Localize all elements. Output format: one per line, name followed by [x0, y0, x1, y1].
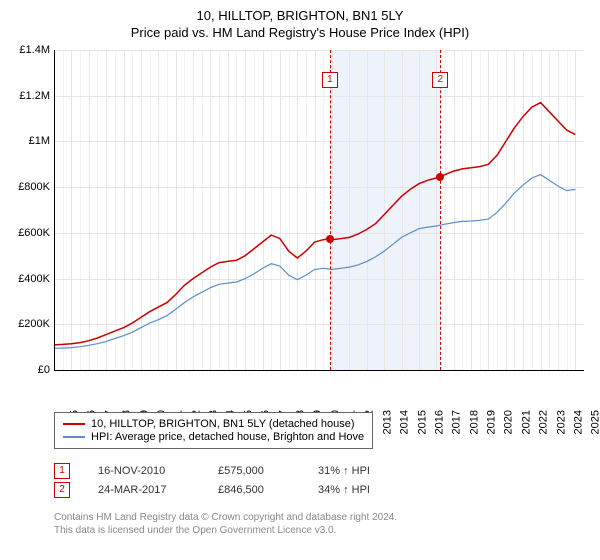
transaction-price: £575,000	[218, 465, 290, 477]
y-tick-label: £1.4M	[6, 44, 50, 56]
footer-line-2: This data is licensed under the Open Gov…	[54, 525, 397, 538]
x-tick-label: 2014	[399, 410, 411, 434]
legend-item: 10, HILLTOP, BRIGHTON, BN1 5LY (detached…	[63, 418, 364, 430]
transaction-vline	[330, 50, 331, 370]
footer-attribution: Contains HM Land Registry data © Crown c…	[54, 512, 397, 537]
chart-plot-area: 12	[54, 50, 584, 370]
transaction-row-marker: 2	[54, 482, 70, 498]
x-tick-label: 2020	[503, 410, 515, 434]
transaction-row-marker: 1	[54, 463, 70, 479]
transaction-marker-label: 1	[322, 72, 338, 88]
x-tick-label: 2016	[433, 410, 445, 434]
chart-container: 10, HILLTOP, BRIGHTON, BN1 5LY Price pai…	[0, 0, 600, 560]
x-tick-label: 2024	[572, 410, 584, 434]
x-tick-label: 2015	[416, 410, 428, 434]
chart-subtitle: Price paid vs. HM Land Registry's House …	[0, 25, 600, 40]
y-axis-line	[54, 50, 55, 370]
chart-title: 10, HILLTOP, BRIGHTON, BN1 5LY	[0, 8, 600, 23]
legend: 10, HILLTOP, BRIGHTON, BN1 5LY (detached…	[54, 412, 373, 449]
y-tick-label: £600K	[6, 227, 50, 239]
legend-label: 10, HILLTOP, BRIGHTON, BN1 5LY (detached…	[91, 418, 355, 430]
x-tick-label: 2021	[520, 410, 532, 434]
y-tick-label: £1.2M	[6, 90, 50, 102]
transaction-date: 16-NOV-2010	[98, 465, 190, 477]
transaction-price: £846,500	[218, 484, 290, 496]
gridline-horizontal	[54, 370, 584, 371]
transaction-vs-hpi: 31% ↑ HPI	[318, 465, 408, 477]
transaction-vline	[440, 50, 441, 370]
x-tick-label: 2017	[451, 410, 463, 434]
y-tick-label: £200K	[6, 318, 50, 330]
transaction-vs-hpi: 34% ↑ HPI	[318, 484, 408, 496]
transaction-marker-label: 2	[432, 72, 448, 88]
legend-swatch	[63, 436, 85, 438]
transaction-date: 24-MAR-2017	[98, 484, 190, 496]
title-block: 10, HILLTOP, BRIGHTON, BN1 5LY Price pai…	[0, 0, 600, 40]
transaction-marker-dot	[326, 235, 334, 243]
x-tick-label: 2013	[381, 410, 393, 434]
x-tick-label: 2018	[468, 410, 480, 434]
transaction-table: 1 16-NOV-2010 £575,000 31% ↑ HPI 2 24-MAR-201…	[54, 460, 408, 501]
line-series-svg	[54, 50, 584, 370]
x-tick-label: 2025	[590, 410, 600, 434]
x-tick-label: 2023	[555, 410, 567, 434]
transaction-row: 2 24-MAR-2017 £846,500 34% ↑ HPI	[54, 482, 408, 498]
legend-label: HPI: Average price, detached house, Brig…	[91, 431, 364, 443]
y-tick-label: £400K	[6, 273, 50, 285]
y-tick-label: £0	[6, 364, 50, 376]
transaction-row: 1 16-NOV-2010 £575,000 31% ↑ HPI	[54, 463, 408, 479]
x-tick-label: 2019	[486, 410, 498, 434]
series-price_paid	[54, 103, 575, 345]
y-tick-label: £800K	[6, 181, 50, 193]
y-tick-label: £1M	[6, 135, 50, 147]
transaction-marker-dot	[436, 173, 444, 181]
legend-item: HPI: Average price, detached house, Brig…	[63, 431, 364, 443]
x-tick-label: 2022	[538, 410, 550, 434]
legend-swatch	[63, 423, 85, 425]
footer-line-1: Contains HM Land Registry data © Crown c…	[54, 512, 397, 525]
